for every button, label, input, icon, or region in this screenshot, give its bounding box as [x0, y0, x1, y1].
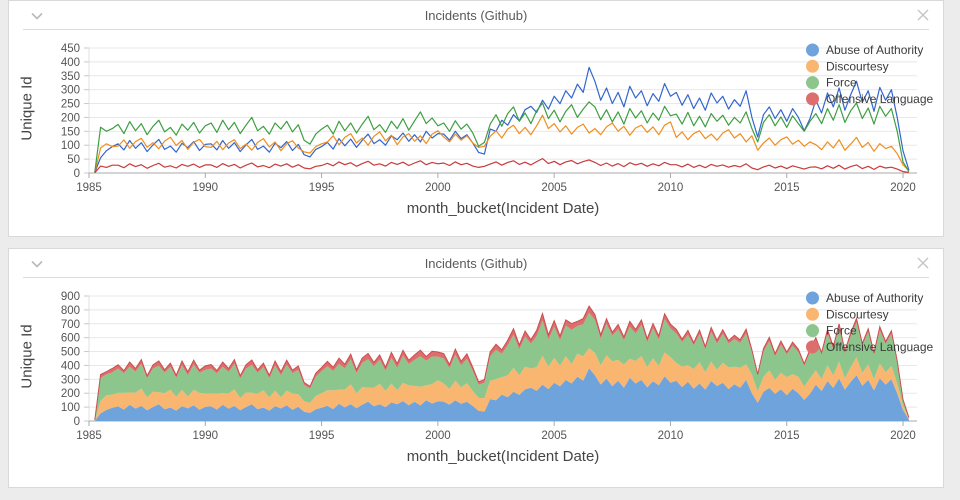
legend-swatch	[806, 340, 819, 354]
area-chart: 0 100 200 300 400 500 600 700 800 900 1985 1990 1995…	[9, 278, 945, 484]
y-tick-label: 600	[61, 333, 80, 345]
y-tick-label: 500	[61, 347, 80, 359]
y-tick-label: 150	[61, 126, 80, 138]
y-tick-label: 50	[67, 154, 80, 166]
area-series	[94, 312, 909, 421]
close-icon[interactable]	[915, 7, 931, 23]
legend-swatch	[806, 92, 819, 106]
header-divider	[23, 29, 929, 30]
legend-swatch	[806, 59, 819, 73]
y-axis-title: Unique Id	[18, 76, 36, 141]
x-tick-label: 1995	[309, 182, 335, 194]
x-tick-label: 1990	[192, 430, 218, 442]
x-tick-label: 2000	[425, 430, 451, 442]
x-tick-label: 2005	[541, 430, 567, 442]
legend-label: Force	[826, 324, 857, 338]
y-tick-label: 400	[61, 360, 80, 372]
x-tick-label: 2015	[774, 182, 800, 194]
close-icon[interactable]	[915, 255, 931, 271]
line-series	[94, 66, 910, 173]
legend-swatch	[806, 291, 819, 305]
line-series	[94, 158, 909, 174]
area-series	[94, 368, 909, 421]
x-tick-label: 1990	[192, 182, 218, 194]
y-tick-label: 800	[61, 305, 80, 317]
y-tick-label: 300	[61, 85, 80, 97]
area-series	[94, 348, 909, 421]
y-axis-title: Unique Id	[18, 324, 36, 389]
panel-title: Incidents (Github)	[424, 256, 528, 271]
y-tick-label: 350	[61, 71, 80, 83]
panel-header: Incidents (Github)	[9, 1, 943, 30]
legend-label: Abuse of Authority	[826, 291, 923, 305]
legend-swatch	[806, 76, 819, 90]
line-chart: 0 50 100 150 200 250 300 350 400 450 1985 1990 1995 2…	[9, 30, 945, 236]
chevron-down-icon[interactable]	[29, 256, 45, 272]
y-tick-label: 400	[61, 57, 80, 69]
y-tick-label: 250	[61, 99, 80, 111]
line-series	[94, 114, 910, 173]
legend-label: Offensive Language	[826, 340, 934, 354]
legend-swatch	[806, 307, 819, 321]
legend-label: Discourtesy	[826, 307, 889, 321]
x-tick-label: 1985	[76, 430, 102, 442]
y-tick-label: 0	[74, 416, 80, 428]
x-tick-label: 2020	[890, 430, 916, 442]
y-tick-label: 200	[61, 388, 80, 400]
y-tick-label: 450	[61, 43, 80, 55]
header-divider	[23, 277, 929, 278]
y-tick-label: 300	[61, 374, 80, 386]
x-tick-label: 1995	[309, 430, 335, 442]
legend-swatch	[806, 324, 819, 338]
chart-panel-line: Incidents (Github) 0 50 100 150 200 250 300 350…	[8, 0, 944, 237]
x-tick-label: 2015	[774, 430, 800, 442]
legend-label: Force	[826, 76, 857, 90]
x-axis-title: month_bucket(Incident Date)	[406, 448, 600, 465]
x-tick-label: 2020	[890, 182, 916, 194]
y-tick-label: 900	[61, 291, 80, 303]
x-tick-label: 1985	[76, 182, 102, 194]
x-axis-title: month_bucket(Incident Date)	[406, 200, 600, 217]
y-tick-label: 200	[61, 112, 80, 124]
legend-label: Discourtesy	[826, 59, 889, 73]
y-tick-label: 0	[74, 168, 80, 180]
x-tick-label: 2010	[658, 430, 684, 442]
legend-label: Abuse of Authority	[826, 43, 923, 57]
legend-swatch	[806, 43, 819, 57]
chart-panel-area: Incidents (Github) 0 100 200 300 400 500 600 70…	[8, 248, 944, 488]
legend-label: Offensive Language	[826, 92, 934, 106]
line-series	[94, 101, 910, 173]
y-tick-label: 700	[61, 319, 80, 331]
panel-title: Incidents (Github)	[424, 8, 528, 23]
y-tick-label: 100	[61, 402, 80, 414]
area-top-edge	[94, 305, 910, 420]
panel-header: Incidents (Github)	[9, 249, 943, 278]
chevron-down-icon[interactable]	[29, 8, 45, 24]
x-tick-label: 2010	[658, 182, 684, 194]
x-tick-label: 2005	[541, 182, 567, 194]
x-tick-label: 2000	[425, 182, 451, 194]
y-tick-label: 100	[61, 140, 80, 152]
